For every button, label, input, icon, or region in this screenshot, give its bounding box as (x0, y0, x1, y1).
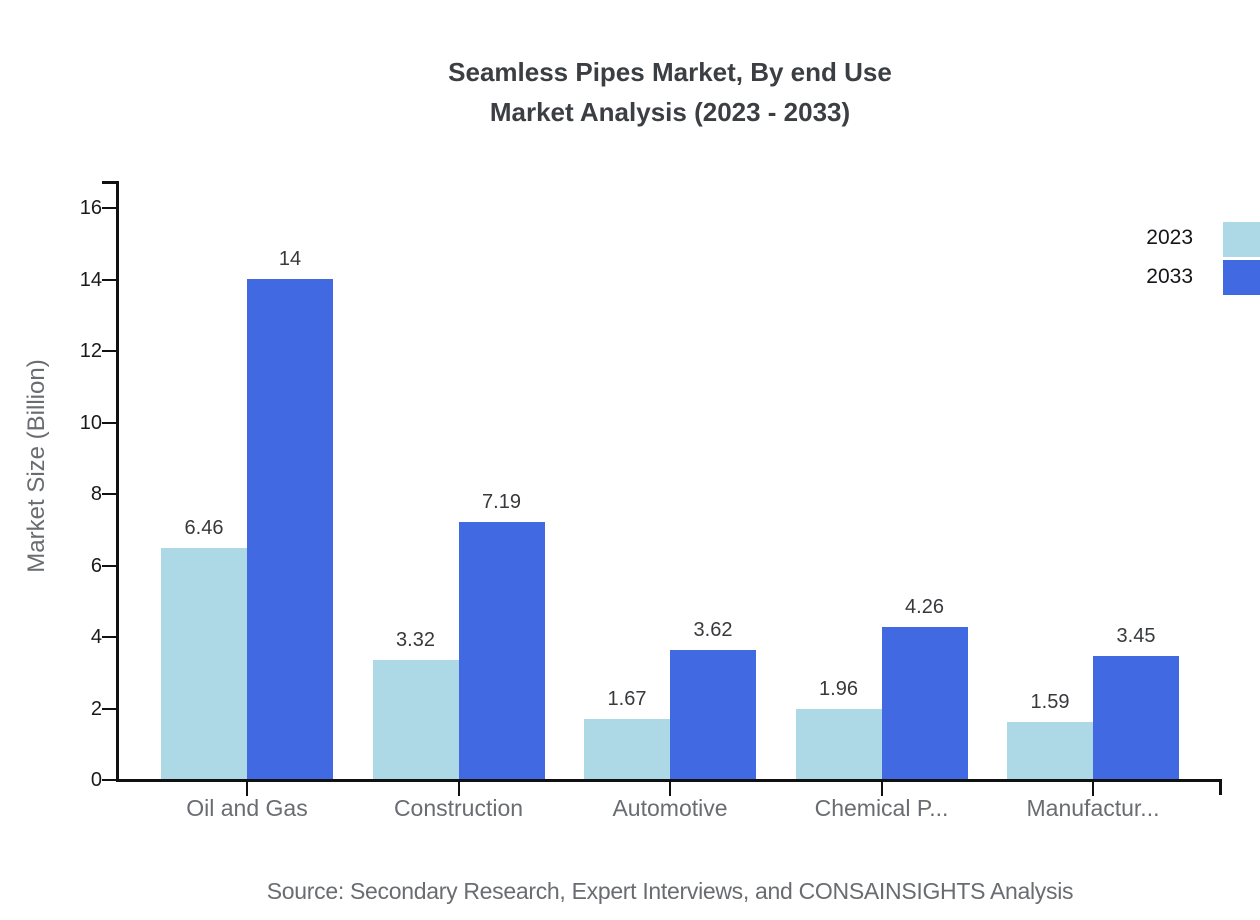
legend-label-2023[interactable]: 2023 (1146, 226, 1193, 249)
y-axis-title: Market Size (Billion) (23, 359, 50, 573)
y-tick-4 (102, 636, 116, 638)
bar-2033-manufactur[interactable] (1093, 655, 1179, 779)
y-tick-8 (102, 493, 116, 495)
value-label-2033-manufactur: 3.45 (1116, 624, 1156, 647)
y-tick-12 (102, 350, 116, 352)
legend-swatch-2023[interactable] (1223, 222, 1260, 257)
x-tick-chemical-p (880, 782, 883, 796)
x-axis-line (116, 779, 1222, 782)
y-tick-label-8: 8 (90, 483, 102, 505)
y-tick-0 (102, 779, 116, 781)
y-tick-label-2: 2 (90, 697, 102, 720)
value-label-2023-oil-and-gas: 6.46 (184, 517, 224, 540)
chart-title-line1: Seamless Pipes Market, By end Use (448, 57, 892, 87)
y-tick-label-6: 6 (90, 554, 102, 577)
x-category-label-oil-and-gas: Oil and Gas (186, 795, 308, 821)
bar-2023-manufactur[interactable] (1007, 722, 1093, 779)
x-tick-construction (457, 782, 460, 796)
bar-2023-oil-and-gas[interactable] (161, 548, 247, 779)
bar-2023-construction[interactable] (372, 660, 459, 779)
bar-2023-chemical-p[interactable] (795, 708, 882, 779)
value-label-2033-oil-and-gas: 14 (278, 247, 302, 270)
y-axis-endcap (102, 181, 116, 184)
x-category-label-manufactur: Manufactur... (1026, 795, 1160, 821)
bar-2023-automotive[interactable] (584, 719, 670, 779)
y-tick-label-14: 14 (79, 268, 102, 291)
legend-swatch-2033[interactable] (1223, 260, 1260, 295)
legend-label-2033[interactable]: 2033 (1146, 265, 1193, 288)
bar-2033-automotive[interactable] (670, 649, 756, 779)
y-tick-label-4: 4 (90, 626, 102, 648)
chart-title-line2: Market Analysis (2023 - 2033) (489, 97, 851, 127)
y-tick-label-0: 0 (90, 769, 102, 791)
value-label-2023-manufactur: 1.59 (1030, 691, 1070, 714)
y-tick-label-10: 10 (79, 411, 102, 434)
x-category-label-chemical-p: Chemical P... (814, 795, 949, 821)
x-tick-automotive (669, 782, 671, 796)
y-tick-16 (102, 207, 116, 209)
value-label-2023-chemical-p: 1.96 (819, 677, 858, 700)
y-tick-2 (102, 707, 116, 710)
source-note: Source: Secondary Research, Expert Inter… (266, 878, 1074, 904)
y-tick-10 (102, 421, 116, 424)
value-label-2023-construction: 3.32 (396, 629, 435, 652)
y-tick-6 (102, 564, 116, 567)
bar-2033-chemical-p[interactable] (881, 626, 968, 779)
bar-2033-oil-and-gas[interactable] (247, 278, 333, 779)
value-label-2033-construction: 7.19 (482, 490, 521, 513)
chart-title: Seamless Pipes Market, By end Use Market… (140, 52, 1200, 132)
y-axis-line (116, 181, 119, 782)
value-label-2033-automotive: 3.62 (693, 618, 733, 641)
y-tick-14 (102, 278, 116, 281)
x-tick-manufactur (1092, 782, 1094, 796)
value-label-2023-automotive: 1.67 (607, 688, 647, 711)
bar-2033-construction[interactable] (458, 521, 545, 779)
x-axis-endcap (1219, 779, 1222, 795)
y-tick-label-16: 16 (79, 197, 102, 219)
x-category-label-construction: Construction (393, 795, 524, 821)
value-label-2033-chemical-p: 4.26 (905, 595, 944, 618)
x-category-label-automotive: Automotive (612, 795, 728, 821)
x-tick-oil-and-gas (246, 782, 248, 796)
y-tick-label-12: 12 (79, 340, 102, 362)
